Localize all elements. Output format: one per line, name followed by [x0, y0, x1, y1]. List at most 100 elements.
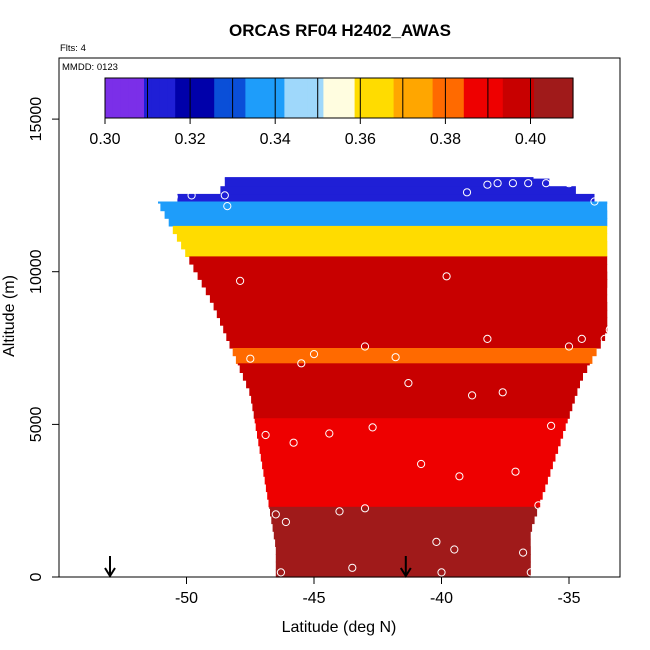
x-axis: -50 -45 -40 -35 — [175, 577, 581, 607]
heatmap-cell — [232, 348, 597, 357]
colorbar-segment — [487, 78, 496, 118]
heatmap-cell — [269, 506, 539, 509]
sample-point — [600, 334, 609, 343]
colorbar-tick-label: 0.32 — [175, 131, 206, 148]
heatmap-cell — [251, 395, 575, 404]
colorbar-segment — [144, 78, 153, 118]
heatmap-cell — [272, 523, 533, 532]
sample-point — [442, 272, 451, 281]
heatmap-cell — [275, 538, 531, 547]
y-tick-label: 5000 — [28, 407, 45, 443]
colorbar-segment — [261, 78, 270, 118]
sample-point — [462, 188, 472, 197]
colorbar-segment — [237, 78, 246, 118]
heatmap-cell — [189, 256, 608, 265]
colorbar-segment — [463, 78, 473, 118]
colorbar-segment — [440, 78, 449, 118]
heatmap-cell — [193, 264, 608, 273]
colorbar-segment — [541, 78, 551, 118]
colorbar-segment — [518, 78, 527, 118]
colorbar-segment — [362, 78, 371, 118]
chart-title: ORCAS RF04 H2402_AWAS — [229, 21, 451, 40]
sample-point — [325, 429, 334, 438]
sample-point — [271, 510, 280, 519]
heatmap-cell — [263, 468, 551, 477]
heatmap-cell — [216, 309, 608, 319]
sample-point — [437, 568, 446, 577]
heatmap-cell — [239, 364, 588, 373]
x-tick-label: -45 — [302, 590, 325, 607]
heatmap-cell — [213, 302, 608, 311]
colorbar-segment — [175, 78, 184, 118]
sample-point — [468, 391, 477, 400]
sample-point — [547, 421, 556, 430]
colorbar-segment — [323, 78, 332, 118]
sample-point — [220, 191, 229, 200]
sample-point — [289, 438, 298, 447]
heatmap-cell — [224, 177, 534, 180]
heatmap-cell — [258, 438, 561, 447]
colorbar-segment — [268, 78, 278, 118]
y-tick-label: 0 — [28, 572, 45, 581]
sample-point — [360, 504, 370, 513]
heatmap-cell — [253, 410, 570, 419]
heatmap-cell — [223, 325, 608, 334]
sample-point — [159, 192, 168, 201]
sample-point — [348, 563, 357, 572]
plot-frame — [58, 57, 621, 578]
heatmap-cell — [264, 476, 548, 485]
colorbar-segment — [136, 78, 145, 118]
heatmap-cell — [172, 225, 608, 235]
sample-point — [511, 467, 520, 476]
heatmap-cell — [254, 418, 568, 424]
heatmap-cell — [260, 453, 556, 462]
sample-point — [391, 353, 400, 362]
sample-point — [276, 568, 285, 577]
heatmap-cell — [160, 203, 608, 212]
colorbar-tick-label: 0.30 — [89, 131, 120, 148]
colorbar-tick-label: 0.40 — [515, 131, 546, 148]
heatmap-cell — [226, 332, 606, 341]
heatmap-cell — [271, 515, 535, 525]
heatmap-cell — [197, 271, 608, 280]
heatmap-cell — [255, 422, 566, 431]
sample-point — [236, 276, 245, 285]
heatmap-cell — [275, 561, 531, 570]
colorbar-segment — [284, 78, 293, 118]
colorbar-segment — [378, 78, 387, 118]
sample-point — [577, 334, 586, 343]
x-tick-label: -40 — [430, 590, 453, 607]
heatmap-cell — [242, 372, 583, 381]
colorbar-segment — [222, 78, 231, 118]
sample-point — [483, 180, 492, 189]
heatmap-cell — [265, 483, 546, 493]
colorbar-segment — [159, 78, 168, 118]
sample-point — [297, 359, 306, 368]
y-tick-label: 10000 — [28, 249, 45, 294]
sample-point — [309, 350, 319, 359]
heatmap-cell — [229, 340, 601, 349]
colorbar-segment — [214, 78, 223, 118]
colorbar-tick-label: 0.38 — [430, 131, 461, 148]
sample-point — [169, 192, 178, 201]
colorbar-segment — [471, 78, 480, 118]
sample-point — [450, 545, 459, 554]
sample-point — [564, 179, 574, 188]
heatmap-cell — [273, 531, 531, 540]
sample-point — [483, 334, 492, 343]
sample-point — [590, 197, 599, 206]
sample-point — [564, 342, 574, 351]
heatmap-cell — [275, 554, 531, 563]
colorbar-segment — [339, 78, 348, 118]
heatmap-cell — [224, 178, 550, 187]
arrow-head — [104, 567, 116, 578]
colorbar-segment — [128, 78, 137, 118]
sample-point — [335, 507, 344, 516]
sample-point — [524, 179, 533, 188]
colorbar-tick-label: 0.34 — [260, 131, 291, 148]
y-axis: 0 5000 10000 15000 — [28, 97, 59, 581]
heatmap-cell — [158, 201, 608, 204]
sample-point — [432, 537, 441, 547]
colorbar-segment — [307, 78, 317, 118]
